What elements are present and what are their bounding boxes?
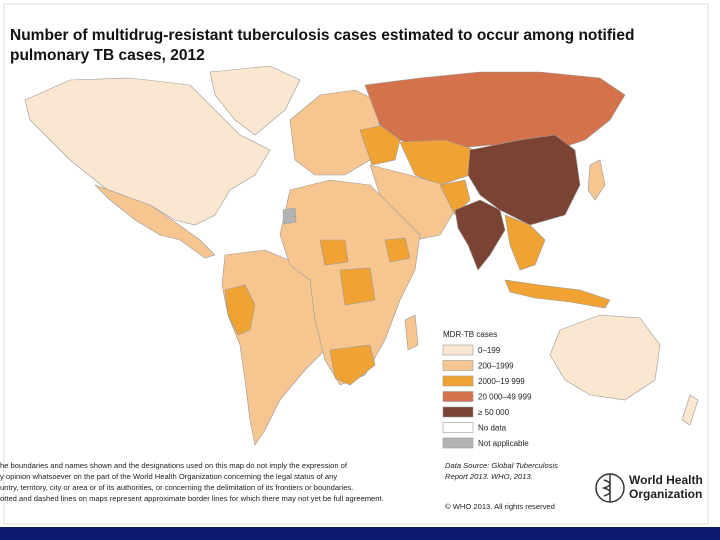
country [24,77,271,226]
legend-label: No data [478,424,507,433]
legend-label: 20 000–49 999 [478,393,532,402]
country [454,199,506,271]
legend-swatch [442,360,474,371]
disclaimer: he boundaries and names shown and the de… [0,461,384,503]
country [209,65,301,136]
logo-text: World Health [629,473,703,487]
title-line: Number of multidrug-resistant tuberculos… [10,27,634,44]
country [224,284,256,336]
country [319,239,349,266]
country [384,237,411,263]
title-line: pulmonary TB cases, 2012 [10,47,205,64]
country [94,184,216,259]
disclaimer-line: otted and dashed lines on maps represent… [0,494,384,503]
legend: MDR-TB cases 0–199 200–1999 2000–19 999 20 … [442,330,532,449]
country [282,207,297,225]
logo-text: Organization [629,487,702,501]
disclaimer-line: y opinion whatsoever on the part of the … [0,472,337,481]
source-line: Report 2013. WHO, 2013. [445,472,533,481]
legend-swatch [442,437,474,449]
country [439,179,471,216]
legend-swatch [442,375,474,387]
country [681,394,699,426]
legend-title: MDR-TB cases [443,330,497,339]
legend-swatch [442,406,474,418]
logo-snake [601,479,611,497]
legend-label: Not applicable [478,439,529,448]
legend-label: 200–1999 [478,362,514,371]
country [587,159,606,201]
country [549,314,661,401]
country [467,134,581,226]
legend-swatch [442,422,474,433]
disclaimer-line: untry, territory, city or area or of its… [0,483,353,492]
country [404,314,419,351]
country [364,71,626,151]
legend-label: 0–199 [478,346,501,355]
disclaimer-line: he boundaries and names shown and the de… [0,461,348,470]
country [504,214,546,271]
who-logo: World Health Organization [595,473,703,503]
country [339,267,376,306]
copyright: © WHO 2013. All rights reserved [445,502,555,511]
bottom-bar [0,527,720,540]
country [504,279,611,309]
source-line: Data Source: Global Tuberculosis [445,461,558,470]
world-map [24,65,699,446]
legend-swatch [442,344,474,356]
frame [3,3,709,525]
legend-label: 2000–19 999 [478,377,525,386]
legend-swatch [442,391,474,402]
legend-label: ≥ 50 000 [478,408,510,417]
country [329,344,376,386]
